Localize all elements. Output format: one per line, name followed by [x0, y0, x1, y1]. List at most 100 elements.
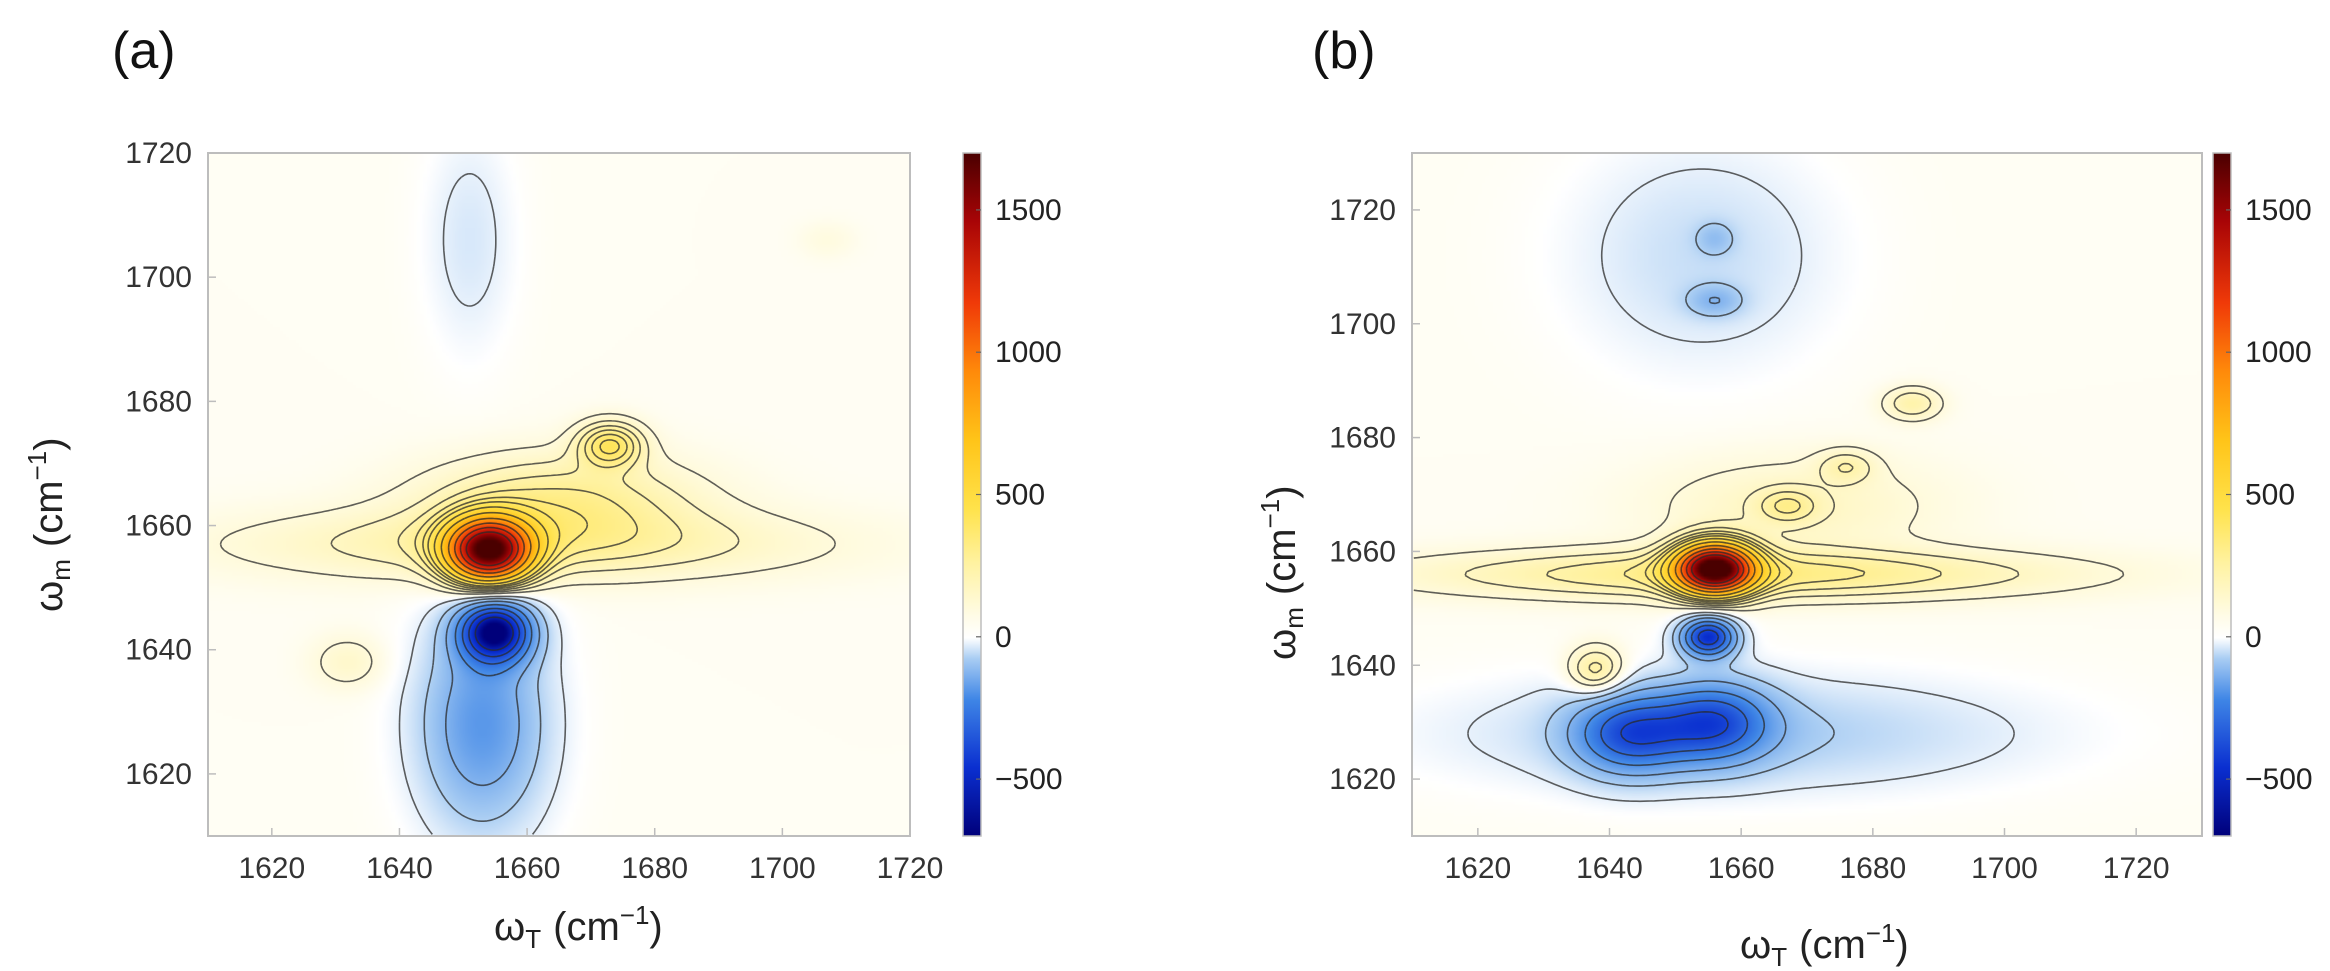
panel-a-contour-line — [445, 600, 541, 787]
panel-b-y-tick-label: 1720 — [1329, 194, 1396, 227]
panel-b-y-tick-label: 1640 — [1329, 649, 1396, 682]
panel-b-frame — [1411, 152, 2203, 837]
panel-b-x-axis-title: ωT (cm−1) — [1740, 918, 1909, 971]
panel-a-y-tick-label: 1720 — [125, 137, 192, 170]
panel-b-contour-line — [1464, 392, 2020, 682]
panel-a: (a) 1620 1640 1660 1680 1700 1720 1620 1640 166… — [22, 22, 1063, 954]
panel-a-frame — [207, 152, 911, 837]
panel-a-contour-line — [427, 439, 620, 587]
panel-b-y-tick-label: 1700 — [1329, 308, 1396, 341]
panel-b-contour-line — [1660, 537, 1772, 600]
panel-b-y-axis-unit-close: ) — [1260, 485, 1304, 498]
panel-a-x-tick-label: 1680 — [621, 852, 688, 885]
panel-b-plot-area — [1412, 153, 2202, 836]
panel-a-x-axis-title: ωT (cm−1) — [494, 900, 663, 954]
panel-b-contour-line — [1690, 554, 1740, 584]
panel-a-x-axis-symbol: ω — [494, 905, 525, 949]
panel-a-contour-line — [398, 173, 567, 835]
panel-b-x-tick-label: 1680 — [1839, 852, 1906, 885]
panel-a-colorbar-tick-label: −500 — [995, 763, 1063, 796]
panel-a-contour-line — [330, 420, 740, 593]
panel-a-x-axis-subscript: T — [525, 924, 541, 954]
panel-a-contour-line — [468, 611, 521, 658]
panel-a-contour-line — [454, 603, 533, 677]
panel-a-y-axis-title: ωm (cm−1) — [22, 437, 76, 612]
panel-a-contour-line — [433, 506, 549, 585]
panel-a-contour-line — [440, 511, 540, 582]
panel-a-contour-line — [414, 429, 638, 590]
panel-a-y-tick-label: 1620 — [125, 758, 192, 791]
panel-a-label: (a) — [112, 22, 176, 80]
panel-a-contour-line — [423, 597, 549, 822]
panel-b-y-axis-symbol: ω — [1260, 629, 1304, 660]
panel-a-contour-line — [447, 517, 532, 578]
panel-a-contour-line — [422, 433, 628, 589]
panel-b-y-axis-subscript: m — [1279, 607, 1309, 629]
panel-a-y-tick-label: 1660 — [125, 510, 192, 543]
panel-b-colorbar-tick-label: 500 — [2245, 479, 2295, 512]
panel-b-x-tick-label: 1720 — [2103, 852, 2170, 885]
panel-b-heatmap — [1412, 153, 2202, 836]
panel-b-x-tick-label: 1700 — [1971, 852, 2038, 885]
panel-b-y-tick-label: 1620 — [1329, 763, 1396, 796]
panel-b-x-axis-unit-exponent: −1 — [1866, 918, 1896, 948]
panel-a-x-axis-unit-exponent: −1 — [620, 900, 650, 930]
panel-b-colorbar-tick-label: 1000 — [2245, 336, 2312, 369]
panel-a-contour-line — [454, 522, 525, 574]
panel-b-contour-line — [1644, 532, 1793, 603]
panel-b-contour-line — [1566, 296, 1787, 777]
panel-b-contour-line — [1623, 498, 1866, 605]
panel-a-y-axis-subscript: m — [46, 559, 76, 581]
panel-a-x-axis-unit-close: ) — [649, 905, 662, 949]
panel-b-x-ticks: 1620 1640 1660 1680 1700 1720 — [1444, 828, 2170, 885]
panel-b-x-tick-label: 1660 — [1708, 852, 1775, 885]
panel-a-y-axis-unit: (cm — [27, 480, 71, 547]
panel-b-colorbar-tick-label: −500 — [2245, 763, 2313, 796]
panel-b-contour-line — [1652, 535, 1781, 602]
panel-a-y-tick-label: 1700 — [125, 261, 192, 294]
panel-a-colorbar-tick-label: 500 — [995, 479, 1045, 512]
panel-a-y-ticks: 1620 1640 1660 1680 1700 1720 — [125, 137, 216, 791]
panel-b-label: (b) — [1312, 22, 1376, 80]
panel-a-colorbar-tick-label: 1000 — [995, 336, 1062, 369]
panel-a-colorbar-ticks: 1500 1000 500 0 −500 — [976, 194, 1063, 796]
panel-b-contour-line — [1620, 629, 1729, 745]
panel-b-x-axis-unit: (cm — [1799, 923, 1866, 967]
panel-b-contour-line — [1544, 222, 1835, 787]
panel-a-contour-line — [461, 607, 527, 665]
panel-a-x-tick-label: 1640 — [366, 852, 433, 885]
panel-b-x-axis-subscript: T — [1771, 942, 1787, 971]
panel-a-x-ticks: 1620 1640 1660 1680 1700 1720 — [238, 828, 943, 885]
panel-b-contour-line — [1685, 551, 1745, 587]
panel-b: (b) 1620 1640 1660 1680 1700 1720 1620 1640 166… — [1255, 22, 2313, 971]
panel-a-colorbar-tick-label: 0 — [995, 621, 1012, 654]
panel-a-plot-area — [208, 153, 910, 836]
panel-a-x-axis-unit: (cm — [553, 905, 620, 949]
panel-b-contour-line — [1584, 620, 1766, 767]
panel-b-y-tick-label: 1660 — [1329, 535, 1396, 568]
panel-a-x-tick-label: 1700 — [749, 852, 816, 885]
panel-b-x-tick-label: 1620 — [1444, 852, 1511, 885]
panel-a-x-tick-label: 1660 — [494, 852, 561, 885]
panel-b-contour-line — [1600, 624, 1749, 757]
panel-b-colorbar-tick-label: 1500 — [2245, 194, 2312, 227]
panel-a-contour-line — [397, 424, 683, 592]
panel-b-contour-line — [1674, 544, 1756, 593]
panel-b-x-axis-unit-close: ) — [1895, 923, 1908, 967]
panel-b-contour-line — [1546, 462, 1942, 674]
panel-a-y-tick-label: 1680 — [125, 385, 192, 418]
panel-b-y-axis-title: ωm (cm−1) — [1255, 485, 1309, 660]
panel-b-y-axis-unit-exponent: −1 — [1255, 499, 1285, 529]
panel-a-heatmap — [208, 153, 910, 836]
panel-b-y-tick-label: 1680 — [1329, 422, 1396, 455]
panel-b-colorbar-ticks: 1500 1000 500 0 −500 — [2226, 194, 2313, 796]
panel-b-x-axis-symbol: ω — [1740, 923, 1771, 967]
panel-a-contour-line — [465, 531, 513, 567]
panel-a-y-axis-symbol: ω — [27, 581, 71, 612]
panel-b-y-ticks: 1620 1640 1660 1680 1700 1720 — [1329, 194, 1420, 796]
panel-a-colorbar-tick-label: 1500 — [995, 194, 1062, 227]
panel-b-contour-line — [1680, 548, 1750, 590]
panel-a-y-axis-unit-exponent: −1 — [22, 451, 52, 481]
panel-a-x-tick-label: 1720 — [877, 852, 944, 885]
